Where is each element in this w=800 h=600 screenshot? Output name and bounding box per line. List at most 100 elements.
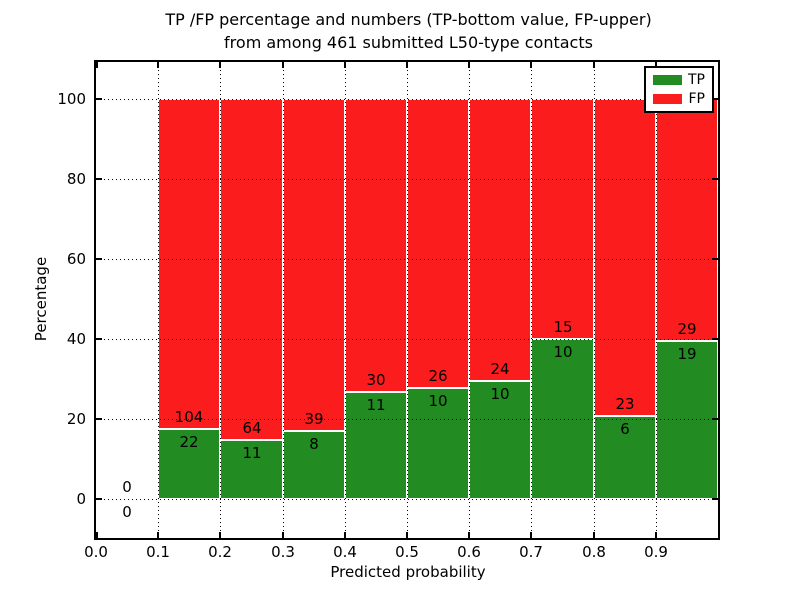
x-gridline	[345, 62, 346, 538]
x-tick	[96, 532, 98, 538]
y-tick	[712, 498, 718, 500]
x-tick	[468, 62, 470, 68]
fp-count-label: 26	[428, 367, 448, 385]
fp-legend-swatch-icon	[653, 94, 682, 104]
fp-count-label: 23	[615, 395, 635, 413]
x-tick	[282, 62, 284, 68]
tp-count-label: 11	[242, 444, 262, 462]
tp-count-label: 19	[677, 345, 697, 363]
fp-count-label: 24	[490, 360, 510, 378]
tp-count-label: 6	[620, 420, 630, 438]
x-gridline	[407, 62, 408, 538]
chart-title: TP /FP percentage and numbers (TP-bottom…	[95, 8, 722, 54]
fp-count-label: 30	[366, 371, 386, 389]
legend-entry-tp: TP	[653, 73, 705, 87]
x-tick-label: 0.8	[582, 543, 606, 561]
y-tick	[712, 258, 718, 260]
x-tick	[344, 62, 346, 68]
x-tick	[593, 532, 595, 538]
bar-fp-segment	[158, 99, 220, 429]
x-tick-label: 0.0	[84, 543, 108, 561]
y-tick-label: 60	[66, 250, 86, 268]
bar-tp-segment	[469, 381, 531, 499]
x-tick	[406, 62, 408, 68]
chart-title-line2: from among 461 submitted L50-type contac…	[224, 33, 593, 52]
x-axis-label: Predicted probability	[330, 563, 486, 581]
x-gridline	[220, 62, 221, 538]
legend-entry-fp: FP	[653, 92, 705, 106]
x-gridline	[531, 62, 532, 538]
tp-count-label: 0	[122, 503, 132, 521]
legend-label-fp: FP	[688, 91, 706, 107]
x-tick	[406, 532, 408, 538]
y-tick-label: 0	[76, 490, 86, 508]
y-tick	[712, 98, 718, 100]
bar-tp-segment	[345, 392, 407, 499]
x-tick	[219, 532, 221, 538]
x-gridline	[656, 62, 657, 538]
y-tick-label: 40	[66, 330, 86, 348]
tp-legend-swatch-icon	[653, 75, 682, 85]
x-tick	[655, 532, 657, 538]
x-tick-label: 0.4	[333, 543, 357, 561]
y-tick	[712, 338, 718, 340]
bar-fp-segment	[531, 99, 594, 339]
fp-count-label: 39	[304, 410, 324, 428]
x-tick-label: 0.5	[395, 543, 419, 561]
tp-count-label: 8	[309, 435, 319, 453]
y-tick	[96, 418, 102, 420]
x-tick-label: 0.6	[457, 543, 481, 561]
y-tick	[96, 258, 102, 260]
bar-fp-segment	[283, 99, 345, 431]
x-tick-label: 0.3	[271, 543, 295, 561]
x-tick-label: 0.1	[146, 543, 170, 561]
bar-fp-segment	[220, 99, 283, 440]
x-tick	[96, 62, 98, 68]
y-tick	[712, 178, 718, 180]
bar-tp-segment	[220, 440, 283, 499]
x-tick	[655, 62, 657, 68]
tp-count-label: 10	[428, 392, 448, 410]
y-tick-label: 100	[57, 90, 86, 108]
bar-fp-segment	[407, 99, 469, 388]
bar-tp-segment	[656, 341, 718, 499]
fp-count-label: 0	[122, 478, 132, 496]
bar-fp-segment	[594, 99, 656, 416]
y-tick	[96, 98, 102, 100]
x-tick	[593, 62, 595, 68]
y-tick-label: 20	[66, 410, 86, 428]
y-tick-label: 80	[66, 170, 86, 188]
x-tick	[468, 532, 470, 538]
x-gridline	[469, 62, 470, 538]
x-gridline	[594, 62, 595, 538]
tp-count-label: 10	[553, 343, 573, 361]
x-tick	[219, 62, 221, 68]
y-axis-label: Percentage	[32, 256, 50, 342]
fp-count-label: 64	[242, 419, 262, 437]
x-gridline	[158, 62, 159, 538]
fp-count-label: 15	[553, 318, 573, 336]
y-tick	[96, 338, 102, 340]
x-tick-label: 0.9	[644, 543, 668, 561]
fp-count-label: 104	[174, 408, 204, 426]
x-tick	[157, 62, 159, 68]
x-tick	[530, 532, 532, 538]
legend: TP FP	[644, 66, 714, 113]
chart-title-line1: TP /FP percentage and numbers (TP-bottom…	[165, 10, 652, 29]
bar-fp-segment	[656, 99, 718, 341]
x-tick-label: 0.2	[208, 543, 232, 561]
x-tick-label: 0.7	[519, 543, 543, 561]
fp-count-label: 29	[677, 320, 697, 338]
tp-count-label: 22	[179, 433, 199, 451]
y-tick	[96, 178, 102, 180]
bar-tp-segment	[158, 429, 220, 499]
y-tick	[96, 498, 102, 500]
x-tick	[157, 532, 159, 538]
x-tick	[344, 532, 346, 538]
y-tick	[712, 418, 718, 420]
x-tick	[530, 62, 532, 68]
legend-label-tp: TP	[688, 72, 705, 88]
bar-fp-segment	[345, 99, 407, 392]
tp-count-label: 10	[490, 385, 510, 403]
